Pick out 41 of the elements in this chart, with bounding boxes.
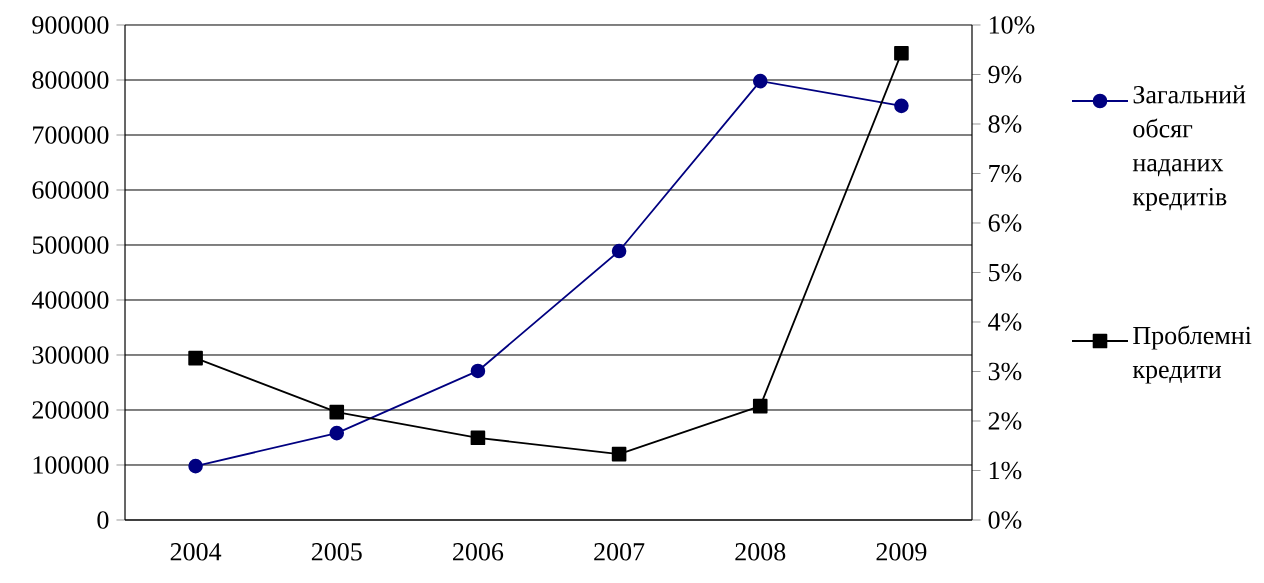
point [611, 243, 627, 259]
y2-tick-label: 2% [988, 412, 1022, 430]
point [894, 45, 909, 61]
point [188, 458, 203, 474]
y-tick-label: 200000 [32, 401, 109, 419]
x-tick-label: 2006 [453, 543, 504, 561]
y2-tick-label: 10% [989, 16, 1035, 34]
point [329, 404, 345, 420]
y2-tick-label: 1% [989, 461, 1022, 480]
point [611, 446, 627, 462]
y-tick-label: 300000 [32, 346, 109, 364]
y-tick-label: 600000 [32, 181, 109, 199]
y-tick-label: 800000 [32, 71, 109, 89]
point [752, 398, 768, 414]
y2-tick-label: 6% [988, 214, 1022, 232]
point [470, 363, 486, 379]
y-tick-label: 500000 [32, 236, 109, 254]
legend-label: Загальний обсяг наданих кредитів [1132, 85, 1246, 211]
y-tick-label: 900000 [32, 16, 109, 34]
y2-tick-label: 4% [988, 313, 1022, 331]
legend-label: Проблемні кредити [1132, 325, 1252, 384]
point [329, 425, 345, 441]
y2-tick-label: 3% [988, 362, 1022, 381]
point [188, 350, 203, 366]
point [752, 73, 768, 89]
x-tick-label: 2004 [170, 543, 222, 561]
y-tick-label: 400000 [31, 291, 109, 309]
y2-tick-label: 7% [989, 164, 1022, 183]
x-tick-label: 2007 [594, 543, 645, 561]
y-tick-label: 0 [97, 511, 109, 529]
point [894, 98, 909, 114]
y2-tick-label: 9% [988, 65, 1022, 84]
y-tick-label: 100000 [33, 456, 109, 474]
x-tick-label: 2005 [311, 543, 362, 561]
y2-tick-label: 0% [988, 511, 1022, 529]
x-tick-label: 2009 [876, 543, 927, 561]
y2-tick-label: 5% [989, 263, 1022, 282]
y-tick-label: 700000 [33, 126, 109, 144]
point [470, 430, 486, 446]
y2-tick-label: 8% [988, 115, 1022, 133]
x-tick-label: 2008 [735, 543, 786, 561]
